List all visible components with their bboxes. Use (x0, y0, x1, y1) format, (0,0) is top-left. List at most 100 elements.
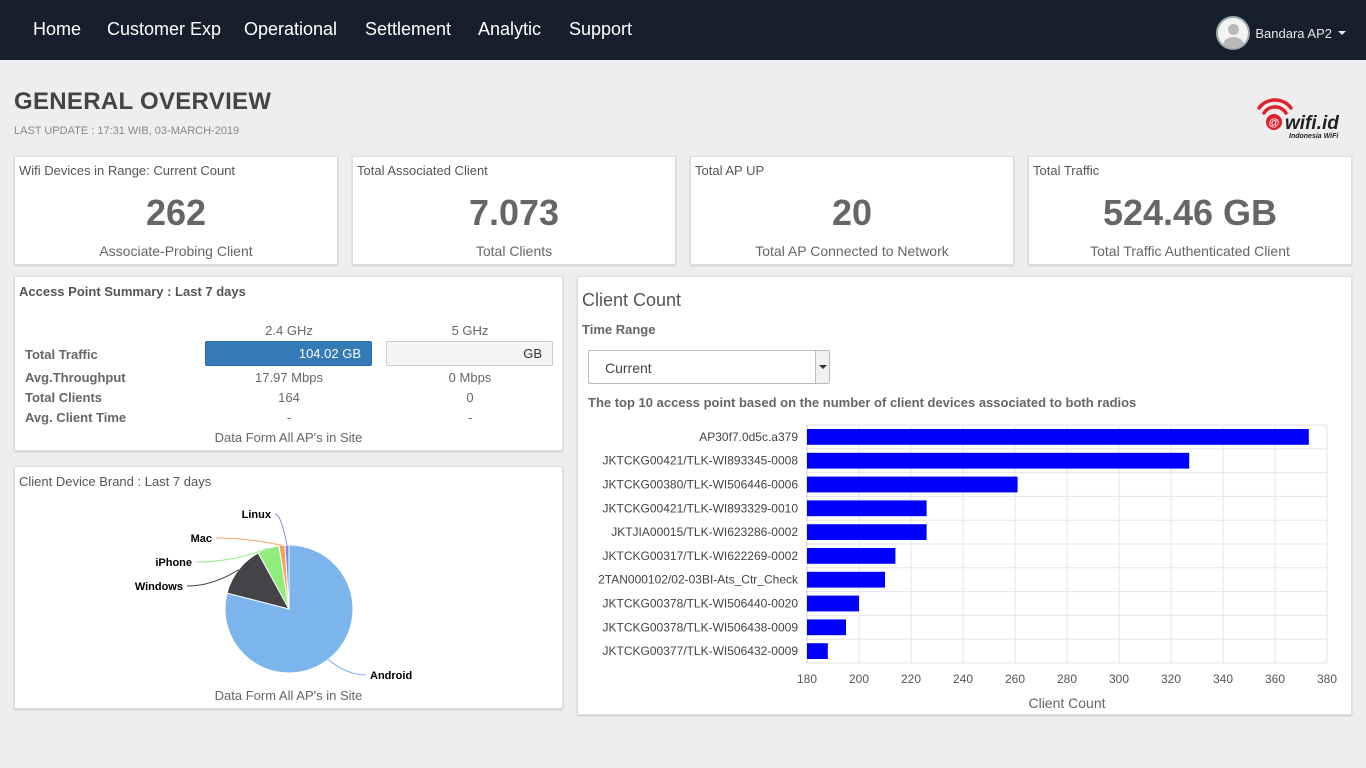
avatar (1216, 16, 1251, 50)
stat-card-devices-in-range: Wifi Devices in Range: Current Count 262… (14, 156, 338, 265)
clients-24ghz: 164 (278, 390, 300, 405)
last-update: LAST UPDATE : 17:31 WIB, 03-MARCH-2019 (14, 125, 240, 137)
stat-value: 524.46 GB (1102, 192, 1278, 233)
time-range-label: Time Range (582, 322, 656, 337)
pie-connector-linux (274, 513, 288, 546)
throughput-5ghz: 0 Mbps (448, 370, 492, 385)
clients-5ghz: 0 (466, 390, 474, 405)
pie-label-mac: Mac (191, 533, 212, 545)
y-category-label: AP30f7.0d5c.a379 (699, 430, 798, 444)
stat-subtitle: Total AP Connected to Network (755, 243, 949, 259)
stat-value: 20 (831, 192, 873, 233)
bar[interactable] (807, 500, 927, 517)
panel-title: Access Point Summary : Last 7 days (19, 284, 246, 299)
bar[interactable] (807, 476, 1018, 493)
stat-title: Wifi Devices in Range: Current Count (19, 163, 236, 178)
traffic-bar-24ghz: 104.02 GB (205, 341, 372, 366)
wifi-id-logo: @ wifi.id Indonesia WiFi (1257, 98, 1339, 140)
nav-home[interactable]: Home (33, 19, 82, 39)
y-category-label: JKTCKG00377/TLK-WI506432-0009 (603, 644, 799, 658)
traffic-bar-5ghz: GB (386, 341, 553, 366)
svg-text:@: @ (1269, 117, 1280, 129)
panel-footer-note: Data Form All AP's in Site (214, 430, 363, 445)
x-tick-label: 260 (1005, 672, 1025, 686)
bar[interactable] (807, 524, 927, 540)
x-tick-label: 220 (901, 672, 921, 686)
row-label-total-traffic: Total Traffic (25, 347, 98, 362)
row-label-client-time: Avg. Client Time (25, 410, 127, 425)
x-tick-label: 240 (953, 672, 973, 686)
pie-label-windows: Windows (135, 581, 183, 593)
nav-operational[interactable]: Operational (244, 19, 338, 39)
row-label-throughput: Avg.Throughput (25, 370, 126, 385)
throughput-24ghz: 17.97 Mbps (255, 370, 323, 385)
device-brand-panel: Client Device Brand : Last 7 days Androi… (14, 466, 563, 709)
y-category-label: JKTCKG00378/TLK-WI506438-0009 (603, 620, 799, 634)
pie-connector-android (327, 659, 367, 676)
top-navbar: Home Customer Exp Operational Settlement… (0, 0, 1366, 60)
nav-analytic[interactable]: Analytic (478, 19, 542, 39)
time-range-select[interactable]: Current (588, 350, 830, 384)
panel-footer-note: Data Form All AP's in Site (214, 688, 363, 703)
stat-subtitle: Associate-Probing Client (99, 243, 253, 259)
client-count-panel: Client Count Time Range Current The top … (577, 276, 1352, 715)
bar[interactable] (807, 619, 846, 636)
pie-connector-mac (215, 537, 283, 546)
device-brand-pie-chart: Android Windows iPhone Mac Linux (135, 509, 412, 682)
client-time-5ghz: - (467, 410, 473, 425)
stat-title: Total AP UP (695, 163, 765, 178)
panel-title: Client Count (582, 290, 682, 310)
x-axis-title: Client Count (1028, 695, 1105, 711)
client-count-bar-chart: 180 200 220 240 260 280 300 320 340 360 380 AP30f7.… (598, 424, 1337, 711)
x-tick-label: 320 (1161, 672, 1181, 686)
y-category-label: JKTCKG00317/TLK-WI622269-0002 (603, 549, 799, 563)
stat-subtitle: Total Traffic Authenticated Client (1090, 243, 1290, 259)
x-tick-label: 180 (797, 672, 817, 686)
x-tick-label: 360 (1265, 672, 1285, 686)
chevron-down-icon (819, 365, 827, 369)
y-category-label: JKTCKG00380/TLK-WI506446-0006 (603, 478, 799, 492)
bar[interactable] (807, 548, 896, 564)
pie-connector-windows (186, 569, 239, 587)
bar[interactable] (807, 429, 1309, 445)
stat-value: 262 (145, 192, 207, 233)
bar[interactable] (807, 643, 828, 659)
chevron-down-icon (1338, 31, 1346, 35)
nav-settlement[interactable]: Settlement (365, 19, 452, 39)
stat-card-ap-up: Total AP UP 20 Total AP Connected to Net… (690, 156, 1014, 265)
x-tick-label: 300 (1109, 672, 1129, 686)
svg-text:Indonesia WiFi: Indonesia WiFi (1289, 133, 1339, 140)
x-tick-label: 280 (1057, 672, 1077, 686)
x-tick-label: 340 (1213, 672, 1233, 686)
x-tick-label: 200 (849, 672, 869, 686)
y-category-label: 2TAN000102/02-03BI-Ats_Ctr_Check (598, 573, 799, 587)
pie-connector-iphone (195, 547, 269, 563)
stat-title: Total Traffic (1033, 163, 1100, 178)
user-menu[interactable]: Bandara AP2 (1216, 16, 1346, 50)
panel-title: Client Device Brand : Last 7 days (19, 474, 212, 489)
y-category-label: JKTCKG00421/TLK-WI893329-0010 (603, 501, 799, 515)
stat-card-total-traffic: Total Traffic 524.46 GB Total Traffic Au… (1028, 156, 1352, 265)
y-category-label: JKTCKG00421/TLK-WI893345-0008 (603, 454, 799, 468)
bar[interactable] (807, 571, 885, 588)
bar[interactable] (807, 595, 859, 612)
stat-title: Total Associated Client (357, 163, 488, 178)
column-header-5ghz: 5 GHz (451, 323, 489, 338)
dropdown-button[interactable] (815, 351, 829, 383)
stat-subtitle: Total Clients (475, 243, 553, 259)
y-category-label: JKTJIA00015/TLK-WI623286-0002 (611, 525, 798, 539)
pie-label-linux: Linux (242, 509, 272, 521)
x-tick-label: 380 (1317, 672, 1337, 686)
stat-card-associated-client: Total Associated Client 7.073 Total Clie… (352, 156, 676, 265)
svg-text:wifi.id: wifi.id (1285, 113, 1339, 134)
user-name: Bandara AP2 (1255, 25, 1332, 41)
bar[interactable] (807, 452, 1190, 469)
ap-summary-panel: Access Point Summary : Last 7 days 2.4 G… (14, 276, 563, 451)
nav-customer-exp[interactable]: Customer Exp (107, 19, 222, 39)
client-time-24ghz: - (286, 410, 292, 425)
chart-description: The top 10 access point based on the num… (588, 395, 1137, 410)
pie-label-iphone: iPhone (155, 557, 192, 569)
nav-support[interactable]: Support (569, 19, 633, 39)
column-header-24ghz: 2.4 GHz (265, 323, 313, 338)
pie-label-android: Android (370, 670, 412, 682)
